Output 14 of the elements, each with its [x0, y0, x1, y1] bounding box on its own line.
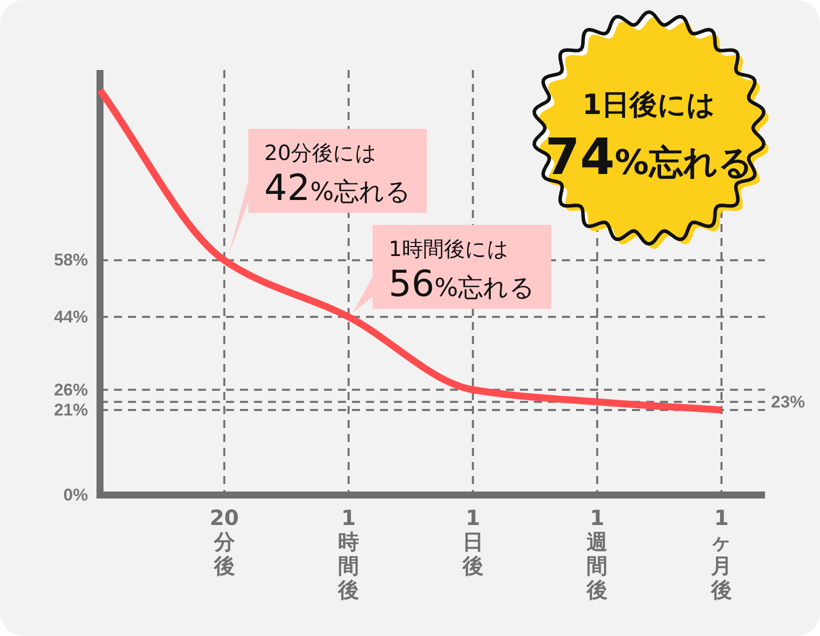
x-tick-label: 1時間後	[337, 506, 360, 602]
annotation: 20分後には 42%忘れる	[264, 140, 411, 209]
x-tick-label: 20分後	[210, 506, 239, 578]
y-tick-label: 0%	[63, 486, 88, 504]
x-tick-label: 1日後	[461, 506, 484, 578]
annotation: 1日後には 74%忘れる	[545, 88, 753, 186]
ref-line-label: 23%	[771, 392, 806, 412]
x-tick-label: 1ヶ月後	[710, 506, 732, 602]
y-tick-label: 44%	[54, 307, 88, 326]
y-tick-label: 21%	[54, 400, 88, 420]
x-tick-label: 1週間後	[586, 506, 608, 602]
annotation: 1時間後には 56%忘れる	[388, 236, 536, 305]
y-tick-label: 58%	[54, 250, 88, 270]
y-tick-label: 26%	[54, 380, 88, 400]
